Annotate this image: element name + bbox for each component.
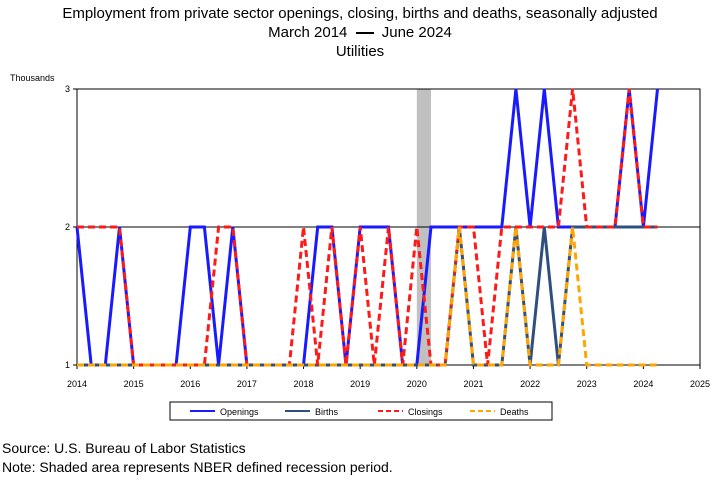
chart-svg: Thousands 1 2 3 2014 2015 2016 2017 2018 2019 2020… <box>10 73 710 421</box>
x-tick-label: 2022 <box>520 379 540 389</box>
x-tick-label: 2014 <box>67 379 87 389</box>
date-range-dash <box>355 32 374 35</box>
x-tick-label: 2016 <box>180 379 200 389</box>
legend-label-openings: Openings <box>220 407 259 417</box>
x-tick-label: 2017 <box>237 379 257 389</box>
x-tick-label: 2021 <box>463 379 483 389</box>
recession-note: Note: Shaded area represents NBER define… <box>2 459 393 475</box>
date-range-start: March 2014 <box>268 24 348 41</box>
legend-label-births: Births <box>315 407 339 417</box>
y-tick-label: 2 <box>65 222 70 232</box>
chart-title: Employment from private sector openings,… <box>62 5 658 22</box>
chart-date-range: March 2014 June 2024 <box>0 24 720 42</box>
series-births <box>77 225 658 367</box>
legend-label-closings: Closings <box>408 407 443 417</box>
x-tick-label: 2018 <box>294 379 314 389</box>
x-tick-label: 2025 <box>690 379 710 389</box>
x-tick-label: 2015 <box>124 379 144 389</box>
source-note: Source: U.S. Bureau of Labor Statistics <box>2 440 246 456</box>
y-axis-label: Thousands <box>10 73 55 83</box>
x-tick-label: 2020 <box>407 379 427 389</box>
y-tick-label: 3 <box>65 84 70 94</box>
chart-subtitle: Utilities <box>335 43 385 60</box>
y-tick-label: 1 <box>65 360 70 370</box>
legend-label-deaths: Deaths <box>500 407 529 417</box>
x-tick-label: 2023 <box>577 379 597 389</box>
series-closings <box>77 88 658 367</box>
x-tick-label: 2019 <box>350 379 370 389</box>
legend-box <box>169 401 553 421</box>
date-range-end: June 2024 <box>381 24 452 41</box>
x-tick-label: 2024 <box>633 379 653 389</box>
series-deaths <box>77 226 658 367</box>
